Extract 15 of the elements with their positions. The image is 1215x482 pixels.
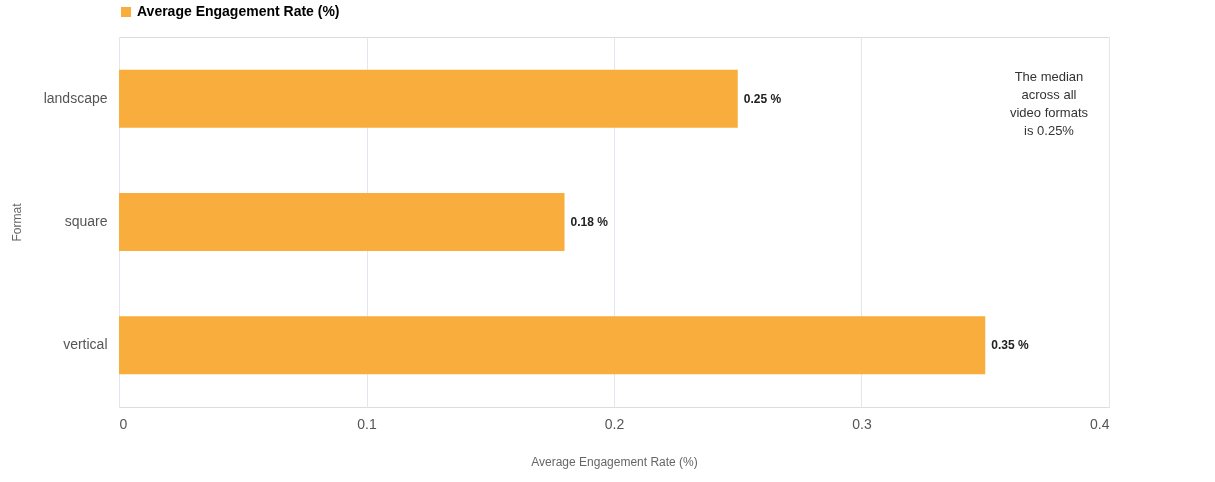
y-tick-label: vertical (63, 336, 108, 353)
x-tick-label: 0.1 (357, 415, 377, 432)
annotation: The median across all video formats is 0.25% (1009, 69, 1089, 138)
data-label: 0.35 % (991, 338, 1029, 353)
legend-label: Average Engagement Rate (%) (137, 3, 340, 19)
x-tick-label: 0.2 (604, 415, 625, 432)
y-axis-title: Format (9, 202, 24, 242)
x-axis-title: Average Engagement Rate (%) (531, 454, 698, 469)
y-tick-label: landscape (43, 89, 108, 106)
data-label: 0.25 % (743, 91, 782, 106)
data-label: 0.18 % (570, 215, 609, 229)
x-tick-label: 0.3 (852, 415, 872, 432)
y-tick-label: square (64, 213, 108, 229)
x-tick-label: 0.4 (1090, 415, 1110, 432)
x-tick-label: 0 (119, 415, 128, 432)
